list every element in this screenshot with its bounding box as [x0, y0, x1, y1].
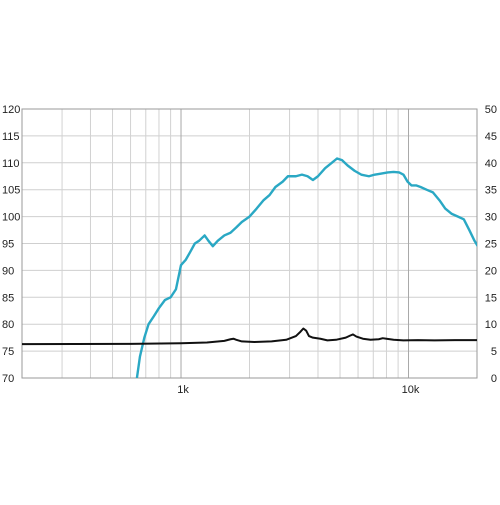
- right-axis-tick-label: 5: [491, 346, 497, 358]
- left-axis-tick-label: 80: [2, 319, 14, 331]
- right-axis-tick-label: 20: [485, 265, 497, 277]
- right-axis-tick-label: 25: [485, 239, 497, 251]
- right-axis-tick-label: 35: [485, 185, 497, 197]
- impedance-series-line: [22, 327, 477, 346]
- left-axis-tick-label: 100: [2, 212, 20, 224]
- right-axis-tick-label: 45: [485, 131, 497, 143]
- left-axis-tick-label: 115: [2, 131, 20, 143]
- left-axis-tick-label: 110: [2, 158, 20, 170]
- x-axis-tick-label: 1k: [177, 384, 189, 396]
- left-axis-tick-label: 70: [2, 373, 14, 385]
- left-axis-tick-label: 120: [2, 104, 20, 116]
- left-axis-tick-label: 105: [2, 185, 20, 197]
- series-lines: [22, 157, 477, 378]
- right-axis-tick-label: 10: [485, 319, 497, 331]
- x-axis-tick-label: 10k: [402, 384, 420, 396]
- right-axis-tick-label: 40: [485, 158, 497, 170]
- left-axis-tick-label: 75: [2, 346, 14, 358]
- grid-lines: [21, 108, 478, 379]
- tick-labels: 70 75 80 85 90 95 100 105 110 115 120 0 5 10 15 20 25 30 3…: [2, 104, 497, 396]
- spl-series-line: [135, 157, 477, 378]
- right-axis-tick-label: 50: [485, 104, 497, 116]
- right-axis-tick-label: 0: [491, 373, 497, 385]
- right-axis-tick-label: 15: [485, 292, 497, 304]
- left-axis-tick-label: 90: [2, 265, 14, 277]
- left-axis-tick-label: 85: [2, 292, 14, 304]
- right-axis-tick-label: 30: [485, 212, 497, 224]
- left-axis-tick-label: 95: [2, 239, 14, 251]
